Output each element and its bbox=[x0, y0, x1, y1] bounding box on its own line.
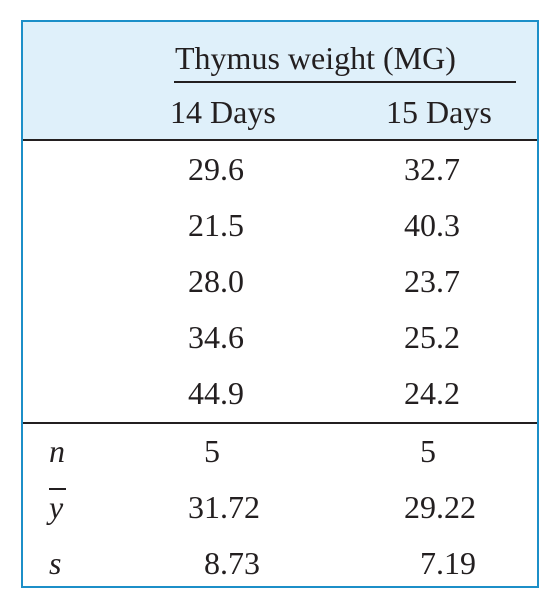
statistics-table: Thymus weight (MG) 14 Days 15 Days 29.6 … bbox=[21, 20, 539, 588]
column-header-14-days: 14 Days bbox=[170, 94, 276, 130]
column-header-15-days: 15 Days bbox=[386, 94, 492, 130]
summary-cell: 5 bbox=[204, 433, 220, 469]
summary-cell: 5 bbox=[420, 433, 436, 469]
header-divider bbox=[23, 139, 537, 141]
table-cell: 29.6 bbox=[188, 151, 244, 187]
summary-cell: 7.19 bbox=[420, 545, 476, 581]
mean-overbar bbox=[49, 488, 66, 490]
summary-label-n: n bbox=[49, 433, 65, 469]
spanner-header: Thymus weight (MG) bbox=[175, 40, 456, 76]
summary-label-y: y bbox=[49, 489, 64, 525]
spanner-rule bbox=[174, 81, 516, 83]
table-cell: 32.7 bbox=[404, 151, 460, 187]
table-cell: 34.6 bbox=[188, 319, 244, 355]
table-cell: 23.7 bbox=[404, 263, 460, 299]
summary-divider bbox=[23, 422, 537, 424]
table-header-background bbox=[23, 22, 537, 139]
summary-cell: 31.72 bbox=[188, 489, 260, 525]
summary-cell: 8.73 bbox=[204, 545, 260, 581]
table-cell: 21.5 bbox=[188, 207, 244, 243]
summary-label-s: s bbox=[49, 545, 62, 581]
summary-cell: 29.22 bbox=[404, 489, 476, 525]
table-cell: 28.0 bbox=[188, 263, 244, 299]
table-cell: 25.2 bbox=[404, 319, 460, 355]
table-cell: 24.2 bbox=[404, 375, 460, 411]
table-cell: 40.3 bbox=[404, 207, 460, 243]
table-cell: 44.9 bbox=[188, 375, 244, 411]
